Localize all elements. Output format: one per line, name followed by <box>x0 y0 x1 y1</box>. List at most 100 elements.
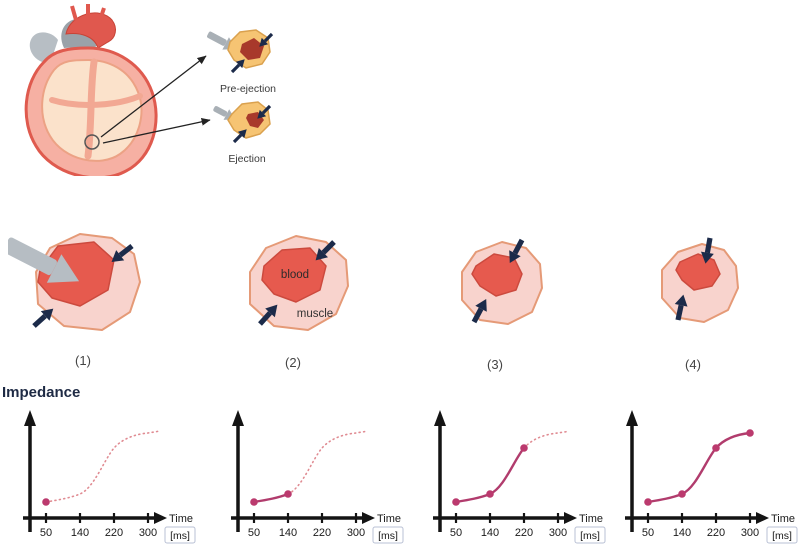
tick-label: 220 <box>707 527 725 539</box>
inward-arrow-icon <box>315 240 336 261</box>
inward-arrow-icon <box>674 294 688 321</box>
tick-label: 140 <box>673 527 691 539</box>
curve-solid <box>647 431 751 504</box>
connector-arrow-pre-ejection <box>100 55 207 138</box>
tick-label: 300 <box>741 527 759 539</box>
ejection-label: Ejection <box>228 153 266 165</box>
blood-region <box>261 247 327 303</box>
tick-label: 140 <box>279 527 297 539</box>
data-point <box>746 429 754 437</box>
heart-valve-plane <box>49 93 143 108</box>
x-axis-label: Time <box>377 513 401 525</box>
data-point <box>712 444 720 452</box>
tick-marks <box>252 513 358 523</box>
tick-label: 140 <box>71 527 89 539</box>
ejection-icon: Ejection <box>213 101 272 165</box>
impedance-graph-4: 50 140 220 300 Time [ms] <box>625 410 798 544</box>
data-point <box>644 498 652 506</box>
tick-marks <box>44 513 150 523</box>
pre-ejection-label: Pre-ejection <box>220 83 276 95</box>
stage-3: (3) <box>420 226 570 372</box>
inward-arrow-icon <box>258 304 278 326</box>
x-axis-arrowhead <box>362 512 375 524</box>
tick-marks <box>646 513 752 523</box>
data-point <box>42 498 50 506</box>
stage-2: blood muscle (2) <box>218 224 368 370</box>
inward-arrow-icon <box>471 299 487 324</box>
tick-label: 50 <box>248 527 260 539</box>
blood-patch <box>240 38 264 60</box>
x-axis-label: Time <box>169 513 193 525</box>
x-unit-box <box>574 526 606 544</box>
data-point <box>678 490 686 498</box>
connector-arrow-ejection <box>102 117 211 144</box>
inward-arrow-icon <box>232 129 247 144</box>
x-axis-arrowhead <box>756 512 769 524</box>
data-point <box>250 498 258 506</box>
impedance-graph-1: 50 140 220 300 Time [ms] <box>23 410 196 544</box>
stage-1-label: (1) <box>75 353 91 368</box>
blood-region <box>37 241 115 307</box>
y-axis-arrowhead <box>434 410 446 426</box>
inward-arrow-icon <box>111 243 134 263</box>
inward-arrow-icon <box>32 308 54 328</box>
blood-region <box>471 253 523 297</box>
impedance-graph-2: 50 140 220 300 Time [ms] <box>231 410 404 544</box>
tick-label: 220 <box>313 527 331 539</box>
data-point <box>284 490 292 498</box>
curve-solid <box>253 492 289 504</box>
impedance-graph-3: 50 140 220 300 Time [ms] <box>433 410 606 544</box>
x-unit-label: [ms] <box>580 530 600 542</box>
tick-label: 300 <box>347 527 365 539</box>
tick-label: 140 <box>481 527 499 539</box>
x-unit-label: [ms] <box>378 530 398 542</box>
tick-label: 50 <box>450 527 462 539</box>
y-axis-arrowhead <box>626 410 638 426</box>
curve-dotted <box>287 430 368 495</box>
impedance-title: Impedance <box>2 384 81 401</box>
muscle-label: muscle <box>297 308 333 320</box>
y-axis-arrowhead <box>24 410 36 426</box>
stage-2-label: (2) <box>285 355 301 370</box>
stage-1-illustration <box>3 233 141 331</box>
tick-label: 300 <box>549 527 567 539</box>
pre-ejection-icon: Pre-ejection <box>207 29 276 95</box>
stage-4-illustration <box>661 237 739 323</box>
stage-4-label: (4) <box>685 357 701 372</box>
tick-label: 50 <box>40 527 52 539</box>
aorta <box>65 12 116 49</box>
x-axis-arrowhead <box>564 512 577 524</box>
curve-dotted <box>523 430 570 449</box>
curve-dotted <box>45 430 160 503</box>
tick-label: 220 <box>105 527 123 539</box>
inward-arrow-icon <box>257 104 272 119</box>
x-unit-box <box>372 526 404 544</box>
inward-arrow-icon <box>509 238 525 263</box>
x-axis-arrowhead <box>154 512 167 524</box>
inward-arrow-icon <box>700 237 714 264</box>
tick-marks <box>454 513 560 523</box>
heart-overview-illustration: Pre-ejection Ejection <box>24 4 276 176</box>
tick-label: 220 <box>515 527 533 539</box>
y-axis-arrowhead <box>232 410 244 426</box>
magnified-region-circle <box>84 134 100 150</box>
stage-3-label: (3) <box>487 357 503 372</box>
x-axis-label: Time <box>771 513 795 525</box>
aorta-branch <box>98 7 106 21</box>
x-axis-label: Time <box>579 513 603 525</box>
data-point <box>452 498 460 506</box>
blood-label: blood <box>281 269 309 281</box>
x-unit-label: [ms] <box>170 530 190 542</box>
inward-arrow-icon <box>230 59 245 74</box>
x-unit-label: [ms] <box>772 530 792 542</box>
x-unit-box <box>164 526 196 544</box>
x-unit-box <box>766 526 798 544</box>
tick-label: 50 <box>642 527 654 539</box>
aorta-branch <box>70 5 78 21</box>
stage-2-illustration: blood muscle <box>249 235 349 331</box>
data-point <box>520 444 528 452</box>
gray-flow-arrow-icon <box>3 237 80 283</box>
stage-3-illustration <box>461 238 543 325</box>
tick-label: 300 <box>139 527 157 539</box>
